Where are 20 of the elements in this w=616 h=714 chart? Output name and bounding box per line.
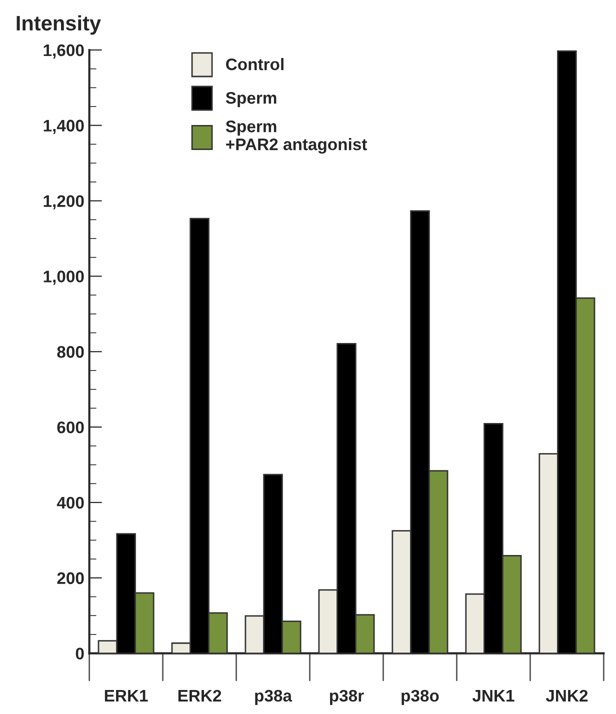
- y-tick-label: 1,600: [44, 44, 84, 59]
- x-tick-label: ERK1: [104, 690, 148, 702]
- x-tick-label: p38a: [255, 690, 292, 705]
- x-tick-label: p38o: [402, 690, 439, 705]
- y-axis-title: Intensity: [16, 15, 101, 35]
- y-tick-label: 1,200: [44, 195, 84, 210]
- x-tick-label: ERK2: [178, 690, 222, 702]
- y-tick-label: 800: [57, 346, 84, 358]
- x-tick-label: JNK2: [546, 690, 588, 702]
- legend-label: Sperm +PAR2 antagonist: [226, 120, 368, 154]
- y-tick-label: 600: [57, 421, 84, 434]
- y-tick-label: 1,000: [44, 270, 84, 285]
- y-tick-label: 0: [76, 648, 84, 660]
- y-tick-label: 200: [57, 572, 84, 584]
- legend-label: Control: [226, 58, 284, 70]
- legend-label: Sperm: [226, 92, 276, 108]
- y-tick-label: 1,400: [44, 120, 84, 134]
- x-tick-label: p38r: [330, 690, 364, 705]
- y-tick-label: 400: [56, 496, 84, 509]
- x-tick-label: JNK1: [472, 690, 514, 702]
